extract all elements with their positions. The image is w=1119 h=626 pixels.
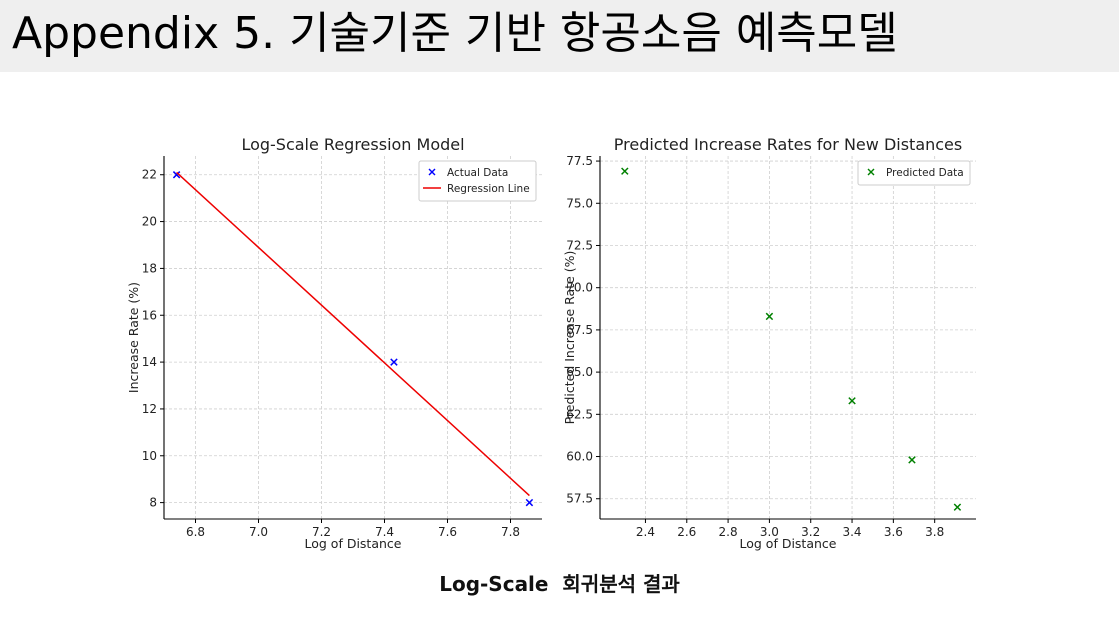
y-tick-label: 57.5 <box>566 492 593 506</box>
data-point <box>172 171 181 179</box>
legend: Predicted Data <box>857 160 971 186</box>
y-tick-label: 16 <box>142 308 157 322</box>
x-tick-label: 7.6 <box>438 525 457 539</box>
data-point <box>525 498 534 507</box>
title-bar: Appendix 5. 기술기준 기반 항공소음 예측모델 <box>0 0 1119 72</box>
data-point <box>390 358 398 366</box>
chart-title: Predicted Increase Rates for New Distanc… <box>614 135 962 154</box>
legend-marker-swatch <box>867 168 875 176</box>
data-point <box>953 503 962 511</box>
x-tick-label: 3.6 <box>884 525 903 539</box>
x-tick-label: 2.4 <box>636 525 655 539</box>
page-title: Appendix 5. 기술기준 기반 항공소음 예측모델 <box>12 8 898 59</box>
y-tick-label: 70.0 <box>566 281 593 295</box>
y-tick-label: 60.0 <box>566 450 593 464</box>
y-tick-label: 67.5 <box>566 323 593 337</box>
y-tick-label: 77.5 <box>566 154 593 168</box>
regression-line <box>176 171 530 497</box>
x-tick-label: 3.8 <box>925 525 944 539</box>
chart-2: 2.4 2.6 2.8 3.0 3.2 3.4 3.6 3.8 57.5 60.0 62.5 65.0… <box>562 135 976 551</box>
x-tick-label: 7.8 <box>501 525 520 539</box>
legend-label: Predicted Data <box>886 167 964 179</box>
x-axis-label: Log of Distance <box>305 536 402 551</box>
y-axis-label: Predicted Increase Rate (%) <box>562 251 577 425</box>
figure-caption: Log-Scale 회귀분석 결과 <box>439 572 680 596</box>
legend-box <box>857 160 971 186</box>
legend-box <box>418 160 537 202</box>
x-tick-label: 7.0 <box>249 525 268 539</box>
data-point <box>908 456 916 464</box>
x-tick-label: 3.2 <box>801 525 820 539</box>
y-tick-label: 72.5 <box>566 238 593 252</box>
x-axis-label: Log of Distance <box>740 536 837 551</box>
chart-1: 6.8 7.0 7.2 7.4 7.6 7.8 8 10 12 14 16 18 20 22 Log-Sca… <box>126 135 542 551</box>
y-tick-label: 10 <box>142 449 157 463</box>
x-tick-label: 3.0 <box>760 525 779 539</box>
y-tick-label: 62.5 <box>566 407 593 421</box>
y-tick-label: 12 <box>142 402 157 416</box>
y-tick-label: 8 <box>149 496 157 510</box>
x-tick-label: 2.6 <box>677 525 696 539</box>
y-tick-label: 14 <box>142 355 157 369</box>
x-tick-label: 7.2 <box>312 525 331 539</box>
legend-label: Actual Data <box>447 167 508 179</box>
y-axis-label: Increase Rate (%) <box>126 282 141 393</box>
x-tick-label: 2.8 <box>719 525 738 539</box>
y-tick-label: 75.0 <box>566 196 593 210</box>
data-point <box>765 312 774 321</box>
y-tick-label: 20 <box>142 215 157 229</box>
data-point <box>621 167 629 175</box>
x-tick-label: 7.4 <box>375 525 394 539</box>
legend: Actual Data Regression Line <box>418 160 537 202</box>
legend-marker-swatch <box>428 168 436 176</box>
data-point <box>848 397 856 405</box>
y-tick-label: 18 <box>142 261 157 275</box>
x-tick-label: 3.4 <box>842 525 861 539</box>
chart-title: Log-Scale Regression Model <box>241 135 464 154</box>
legend-label: Regression Line <box>447 183 530 195</box>
y-tick-label: 65.0 <box>566 365 593 379</box>
y-tick-label: 22 <box>142 168 157 182</box>
x-tick-label: 6.8 <box>186 525 205 539</box>
